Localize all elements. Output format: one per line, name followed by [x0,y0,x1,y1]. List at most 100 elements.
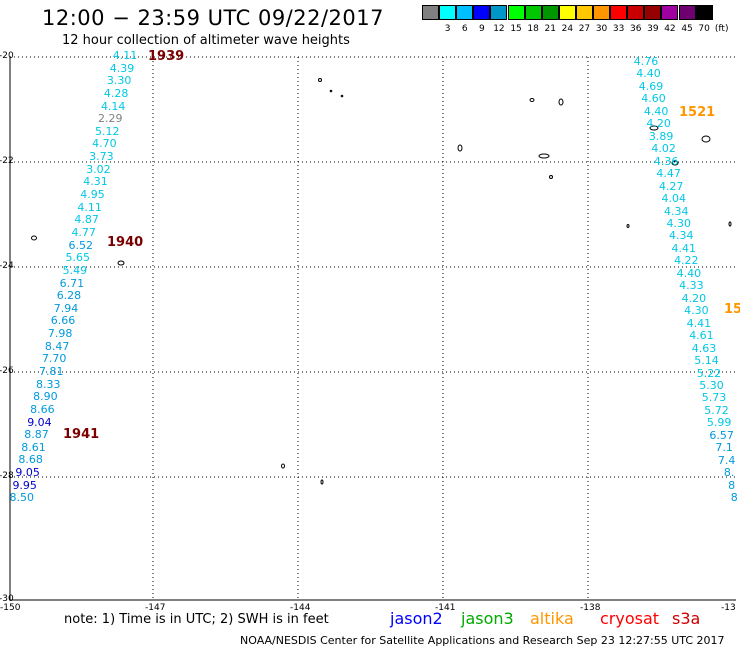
wave-height-value: 5.14 [694,354,719,368]
legend-swatch [524,5,542,20]
rev-number: 1939 [148,49,185,64]
legend-label: 36 [630,24,642,34]
lat-tick-label: -24 [0,261,14,271]
legend-label: 70 [698,24,710,34]
wave-height-value: 4.22 [674,254,699,268]
legend-swatch [644,5,662,20]
rev-number: 1521 [679,105,716,120]
wave-height-value: 4.47 [656,167,681,181]
wave-height-value: 4.30 [666,216,692,230]
lon-tick-label: -141 [435,603,456,613]
wave-height-value: 4.11 [77,200,102,214]
legend-swatch [558,5,576,20]
wave-height-value: 8.90 [33,390,58,404]
wave-height-value: 7.1 [715,441,733,455]
wave-height-value: 4.76 [633,55,659,68]
satellite-name: cryosat [600,609,660,628]
lat-tick-label: -26 [0,366,14,376]
legend-swatch [593,5,610,20]
wave-height-value: 9.95 [12,478,37,492]
wave-height-value: 4.69 [638,79,664,93]
rev-number: 15 [724,302,740,317]
legend-label: 12 [493,24,505,34]
satellite-name: s3a [672,609,701,628]
island-outline [31,235,37,241]
page-subtitle: 12 hour collection of altimeter wave hei… [62,33,350,48]
wave-height-value: 8.61 [21,440,46,454]
lat-tick-label: -20 [0,51,14,61]
island-outline [701,135,711,143]
legend-swatch [439,5,457,20]
wave-height-value: 5.72 [704,403,729,417]
wave-height-value: 9.04 [27,415,52,429]
wave-height-value: 4.39 [109,61,135,75]
wave-height-value: 5.22 [696,366,722,380]
legend-label: 42 [664,24,676,34]
lat-tick-label: -28 [0,471,14,481]
lon-tick-label: -147 [145,603,166,613]
lat-tick-label: -22 [0,156,14,166]
legend-swatch [627,5,645,20]
island-outline [558,98,564,106]
legend-label: 33 [612,24,625,34]
island-outline [649,125,659,131]
wave-height-value: 7.94 [53,301,79,315]
wave-height-value: 4.40 [636,67,661,81]
island-outlines [31,78,732,485]
island-outline [281,463,285,469]
wave-height-value: 8. [723,466,735,480]
island-outline [626,224,630,228]
rev-number: 1940 [107,235,144,250]
wave-height-value: 6.66 [50,314,76,328]
legend-label: 15 [510,24,522,34]
wave-height-value: 8.66 [30,402,55,416]
legend-label: 9 [478,24,485,34]
satellite-name: altika [530,609,574,628]
wave-height-value: 7.81 [39,365,64,378]
legend-label: 6 [461,24,468,34]
legend-label: 30 [595,24,608,34]
wave-height-value: 4.31 [83,175,108,189]
wave-height-value: 8.47 [44,339,70,353]
island-outline [318,78,322,82]
wave-height-value: 4.20 [646,117,671,131]
wave-height-value: 5.73 [701,391,727,405]
wave-height-value: 8.50 [9,491,35,505]
wave-height-value: 6.57 [709,428,734,442]
wave-height-value: 4.70 [92,137,117,151]
wave-height-value: 3.73 [89,150,114,164]
wave-height-value: 3.02 [86,162,111,176]
wave-height-value: 4.27 [658,179,684,193]
lon-tick-label: -13 [721,603,736,613]
legend-swatch [473,5,491,20]
island-outline [457,144,463,152]
wave-height-value: 4.11 [112,49,138,62]
wave-height-value: 4.02 [651,142,676,156]
island-outline [117,260,125,266]
island-outline [529,98,535,102]
legend-swatch [695,5,713,20]
wave-height-value: 8.87 [24,428,49,442]
wave-height-value: 2.29 [98,112,123,126]
rev-number: 1941 [63,427,100,442]
wave-height-value: 5.49 [62,263,88,277]
wave-height-value: 4.33 [679,279,704,293]
legend-label: 39 [647,24,659,34]
wave-height-value: 7.98 [47,327,73,341]
wave-height-value: 6.28 [56,289,82,303]
wave-height-value: 5.99 [706,416,732,430]
wave-height-value: 6.52 [68,238,94,252]
wave-height-value: 4.34 [663,204,689,218]
legend-swatch [575,5,593,20]
wave-height-value: 5.30 [699,378,724,392]
wave-height-value: 4.30 [684,304,709,318]
legend-label: 24 [561,24,574,34]
satellite-name: jason2 [390,609,443,628]
page-title: 12:00 − 23:59 UTC 09/22/2017 [42,6,385,30]
wave-height-value: 4.77 [71,225,96,239]
wave-height-value: 4.87 [74,213,99,227]
legend-label: 3 [444,24,451,34]
legend-swatch [507,5,525,20]
wave-height-value: 9.05 [15,466,40,480]
